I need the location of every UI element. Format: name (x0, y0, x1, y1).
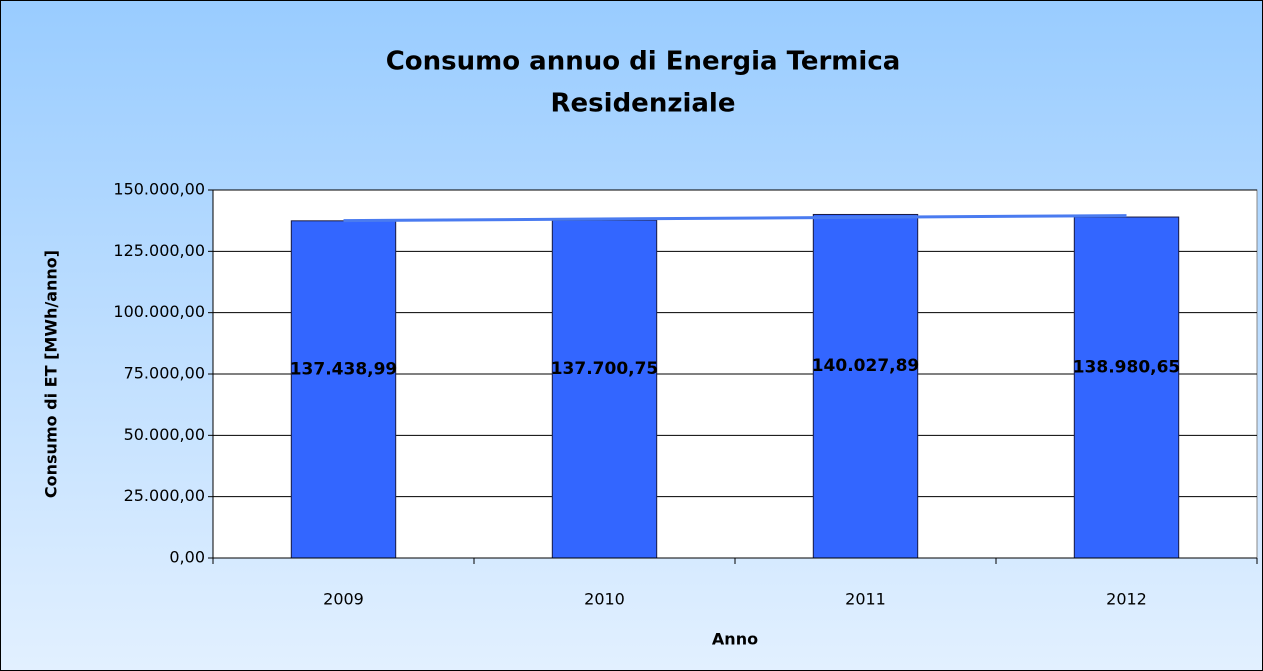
y-tick-label: 0,00 (169, 548, 205, 567)
chart-title: Consumo annuo di Energia Termica (386, 47, 901, 77)
y-tick-label: 50.000,00 (124, 425, 205, 444)
bar (812, 213, 919, 559)
value-label: 137.700,75 (551, 359, 659, 379)
trendline (343, 214, 1127, 223)
y-axis-title: Consumo di ET [MWh/anno] (42, 250, 61, 498)
x-tick-label: 2012 (1106, 590, 1147, 609)
y-tick-label: 75.000,00 (124, 364, 205, 383)
x-tick-label: 2010 (584, 590, 625, 609)
value-label: 137.438,99 (290, 359, 398, 379)
y-tick-label: 150.000,00 (113, 180, 205, 199)
x-axis-title: Anno (712, 630, 758, 649)
x-tick-label: 2011 (845, 590, 886, 609)
x-tick-label: 2009 (323, 590, 364, 609)
bar (551, 219, 658, 559)
value-label: 138.980,65 (1073, 358, 1181, 378)
y-tick-label: 25.000,00 (124, 486, 205, 505)
bar (290, 220, 397, 559)
chart-title: Residenziale (551, 89, 736, 119)
y-tick-label: 100.000,00 (113, 302, 205, 321)
value-label: 140.027,89 (812, 356, 920, 376)
bar (1073, 216, 1180, 559)
y-tick-label: 125.000,00 (113, 241, 205, 260)
